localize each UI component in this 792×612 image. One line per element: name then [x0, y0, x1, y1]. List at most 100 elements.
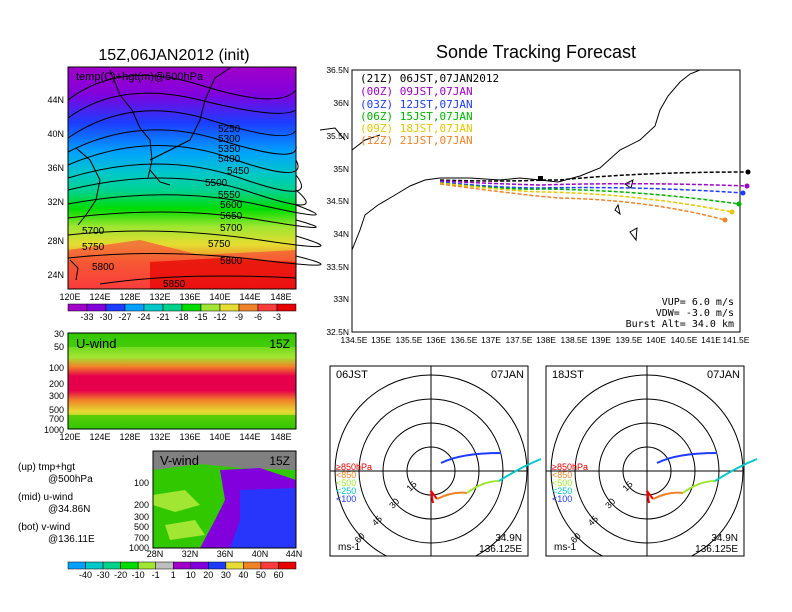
u-wind-time: 15Z: [269, 337, 290, 351]
lon-tick: 120E: [59, 292, 80, 302]
hodo-legend: <500: [336, 478, 356, 488]
colorbar-label: -21: [156, 312, 169, 322]
colorbar-cell: [238, 303, 259, 312]
hodograph-trace: [656, 452, 718, 464]
hodo-legend: <250: [336, 486, 356, 496]
colorbar-cell: [260, 561, 279, 570]
hodograph-trace: [440, 452, 502, 464]
lon-tick: 134.5E: [341, 335, 368, 345]
colorbar-cell: [67, 561, 86, 570]
hodograph-trace: [652, 491, 684, 500]
landing-point: [729, 209, 735, 215]
colorbar-cell: [124, 303, 145, 312]
contour-label: 5450: [227, 166, 250, 177]
sonde-track: [439, 182, 733, 213]
colorbar-label: -1: [152, 570, 160, 580]
colorbar-label: -12: [213, 312, 226, 322]
lat-tick: 40N: [252, 549, 269, 559]
lat-tick: 40N: [47, 129, 64, 139]
contour-label: 5800: [220, 256, 243, 267]
hodograph-trace: [430, 490, 438, 504]
lon-tick: 136.5E: [451, 335, 478, 345]
colorbar-cell: [257, 303, 278, 312]
colorbar-label: -6: [254, 312, 262, 322]
u-wind-label: U-wind: [76, 336, 116, 351]
hodo-lat: 34.9N: [711, 533, 738, 544]
hodo-legend: <850: [552, 470, 572, 480]
sonde-track: [439, 171, 749, 182]
colorbar-cell: [200, 303, 221, 312]
lon-tick: 136E: [179, 432, 200, 442]
init-title: 15Z,06JAN2012 (init): [98, 47, 249, 64]
contour-label: 5300: [218, 134, 241, 145]
hodo-legend: <250: [552, 486, 572, 496]
lat-tick: 44N: [286, 549, 303, 559]
legend-mid-line1: (mid) u-wind: [18, 492, 73, 503]
colorbar-cell: [86, 303, 107, 312]
launch-label: (21Z) 06JST,07JAN2012: [360, 72, 499, 85]
lon-tick: 124E: [89, 292, 110, 302]
lon-tick: 148E: [270, 432, 291, 442]
contour-label: 5700: [220, 223, 243, 234]
v-wind-time: 15Z: [269, 454, 290, 468]
lon-tick: 124E: [89, 432, 110, 442]
hodograph-trace: [714, 458, 758, 482]
landing-point: [740, 190, 746, 196]
sonde-track: [439, 183, 726, 221]
colorbar-label: 30: [221, 570, 231, 580]
colorbar-cell: [243, 561, 262, 570]
hodograph-trace: [498, 458, 542, 482]
colorbar-label: -20: [114, 570, 127, 580]
hodo-legend: <100: [336, 494, 356, 504]
lon-tick: 128E: [119, 432, 140, 442]
sonde-track: [439, 181, 744, 194]
colorbar-cell: [172, 561, 192, 570]
launch-label: (09Z) 18JST,07JAN: [360, 122, 473, 135]
hodograph-trace: [466, 480, 500, 494]
colorbar-cell: [85, 561, 104, 570]
p-tick: 30: [54, 329, 64, 339]
p-tick: 300: [49, 391, 64, 401]
lon-tick: 144E: [239, 292, 260, 302]
colorbar-label: -30: [97, 570, 110, 580]
lat-tick: 33N: [333, 294, 349, 304]
lat-tick: 35N: [333, 164, 349, 174]
p-tick: 200: [49, 379, 64, 389]
lat-tick: 36N: [217, 549, 234, 559]
colorbar-label: 10: [186, 570, 196, 580]
lon-tick: 128E: [119, 292, 140, 302]
vdw-text: VDW= -3.0 m/s: [656, 308, 734, 319]
lat-tick: 33.5N: [326, 262, 349, 272]
colorbar-cell: [225, 561, 244, 570]
colorbar-label: 20: [203, 570, 213, 580]
lon-tick: 135.5E: [396, 335, 423, 345]
lon-tick: 136E: [179, 292, 200, 302]
p-tick: 50: [54, 342, 64, 352]
hodo-right-date: 07JAN: [707, 369, 740, 381]
hodo-legend: <850: [336, 470, 356, 480]
colorbar-cell: [105, 303, 126, 312]
colorbar-label: -30: [99, 312, 112, 322]
lat-tick: 32.5N: [326, 327, 349, 337]
sonde-title: Sonde Tracking Forecast: [436, 42, 636, 62]
lon-tick: 141E: [701, 335, 721, 345]
hodo-legend: <100: [552, 494, 572, 504]
temp-colorbar: [67, 303, 297, 312]
legend-bot-line2: @136.11E: [48, 534, 95, 545]
colorbar-label: -33: [80, 312, 93, 322]
hodograph-trace: [646, 490, 654, 504]
lon-tick: 140E: [646, 335, 666, 345]
lat-tick: 32N: [47, 197, 64, 207]
lon-tick: 136E: [426, 335, 446, 345]
landing-point: [722, 217, 728, 223]
p-tick: 200: [134, 500, 149, 510]
contour-label: 5550: [218, 190, 241, 201]
launch-label: (12Z) 21JST,07JAN: [360, 134, 473, 147]
wind-colorbar: [67, 561, 297, 570]
v-wind-panel: V-wind 15Z 100 200 300 500 700 1000 28N …: [129, 450, 303, 559]
p-tick: 100: [134, 478, 149, 488]
landing-point: [736, 201, 742, 207]
lon-tick: 148E: [270, 292, 291, 302]
